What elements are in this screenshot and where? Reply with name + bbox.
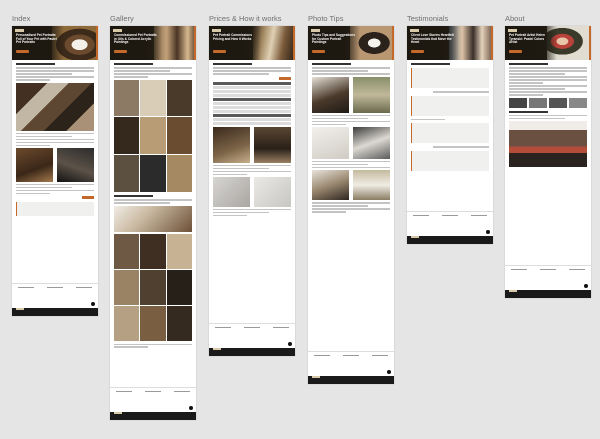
site-logo[interactable] bbox=[311, 29, 320, 32]
frame-label: About bbox=[505, 14, 525, 23]
site-logo[interactable] bbox=[212, 29, 221, 32]
hero-banner: Photo Tips and Suggestions for Custom Po… bbox=[308, 26, 394, 60]
hero-cta-button[interactable] bbox=[114, 50, 127, 53]
hero-banner: Personalised Pet Portraits Full of Your … bbox=[12, 26, 98, 60]
tip-photos-3 bbox=[312, 170, 390, 201]
read-more-button[interactable] bbox=[82, 196, 94, 200]
tip-photos-2 bbox=[312, 127, 390, 160]
scroll-top-button[interactable] bbox=[486, 230, 490, 234]
frame-label: Index bbox=[12, 14, 31, 23]
scroll-top-button[interactable] bbox=[387, 370, 391, 374]
frame-label: Gallery bbox=[110, 14, 134, 23]
artwork-dogs-image bbox=[16, 82, 94, 131]
section-heading bbox=[411, 63, 450, 66]
studio-photo bbox=[509, 121, 587, 168]
site-logo[interactable] bbox=[15, 29, 24, 32]
tip-photos bbox=[312, 76, 390, 113]
frame-label: Testimonials bbox=[407, 14, 449, 23]
hero-cta-button[interactable] bbox=[16, 50, 29, 53]
hero-title: Personalised Pet Portraits Full of Your … bbox=[16, 33, 57, 45]
gallery-grid bbox=[114, 79, 192, 192]
site-footer bbox=[12, 283, 98, 316]
frame-label: Photo Tips bbox=[308, 14, 344, 23]
hero-banner: Pet Portrait Artist Helen Tyranski: Past… bbox=[505, 26, 591, 60]
site-footer bbox=[110, 387, 196, 420]
site-logo[interactable] bbox=[508, 29, 517, 32]
hero-banner: Client Love Stories Heartfelt Testimonia… bbox=[407, 26, 493, 60]
section-heading bbox=[213, 63, 252, 66]
page-about[interactable]: Pet Portrait Artist Helen Tyranski: Past… bbox=[505, 26, 591, 298]
section-heading bbox=[509, 63, 548, 66]
size-examples bbox=[213, 126, 291, 163]
hero-title: Client Love Stories Heartfelt Testimonia… bbox=[411, 33, 454, 45]
site-footer bbox=[505, 265, 591, 298]
gallery-grid-2 bbox=[114, 233, 192, 342]
section-heading bbox=[312, 63, 351, 66]
gallery-feature-image bbox=[114, 205, 192, 232]
testimonial-quote bbox=[16, 202, 94, 217]
page-testimonials[interactable]: Client Love Stories Heartfelt Testimonia… bbox=[407, 26, 493, 244]
hero-title: Commissioned Pet Portraits in Oils & Col… bbox=[114, 33, 157, 45]
site-logo[interactable] bbox=[410, 29, 419, 32]
section-heading bbox=[509, 110, 548, 114]
price-table bbox=[213, 81, 291, 125]
process-images bbox=[213, 177, 291, 208]
site-footer bbox=[209, 323, 295, 356]
frame-label: Prices & How it works bbox=[209, 14, 282, 23]
hero-cta-button[interactable] bbox=[509, 50, 522, 53]
scroll-top-button[interactable] bbox=[584, 284, 588, 288]
section-heading bbox=[16, 63, 55, 66]
portrait-pair bbox=[16, 148, 94, 183]
testimonial-card bbox=[411, 150, 489, 171]
hero-cta-button[interactable] bbox=[312, 50, 325, 53]
hero-title: Photo Tips and Suggestions for Custom Po… bbox=[312, 33, 355, 45]
hero-cta-button[interactable] bbox=[213, 50, 226, 53]
site-footer bbox=[407, 211, 493, 244]
scroll-top-button[interactable] bbox=[288, 342, 292, 346]
page-prices[interactable]: Pet Portrait Commissions Pricing and How… bbox=[209, 26, 295, 356]
hero-banner: Pet Portrait Commissions Pricing and How… bbox=[209, 26, 295, 60]
testimonial-card bbox=[411, 123, 489, 144]
page-index[interactable]: Personalised Pet Portraits Full of Your … bbox=[12, 26, 98, 316]
hero-title: Pet Portrait Artist Helen Tyranski: Past… bbox=[509, 33, 545, 45]
page-photo-tips[interactable]: Photo Tips and Suggestions for Custom Po… bbox=[308, 26, 394, 384]
order-button[interactable] bbox=[279, 76, 291, 80]
site-footer bbox=[308, 351, 394, 384]
hero-title: Pet Portrait Commissions Pricing and How… bbox=[213, 33, 252, 41]
section-heading bbox=[114, 194, 153, 198]
testimonial-card bbox=[411, 68, 489, 89]
hero-banner: Commissioned Pet Portraits in Oils & Col… bbox=[110, 26, 196, 60]
scroll-top-button[interactable] bbox=[91, 302, 95, 306]
hero-cta-button[interactable] bbox=[411, 50, 424, 53]
testimonial-card bbox=[411, 95, 489, 116]
section-heading bbox=[114, 63, 153, 66]
scroll-top-button[interactable] bbox=[189, 406, 193, 410]
award-badges bbox=[509, 97, 587, 108]
page-gallery[interactable]: Commissioned Pet Portraits in Oils & Col… bbox=[110, 26, 196, 420]
site-logo[interactable] bbox=[113, 29, 122, 32]
